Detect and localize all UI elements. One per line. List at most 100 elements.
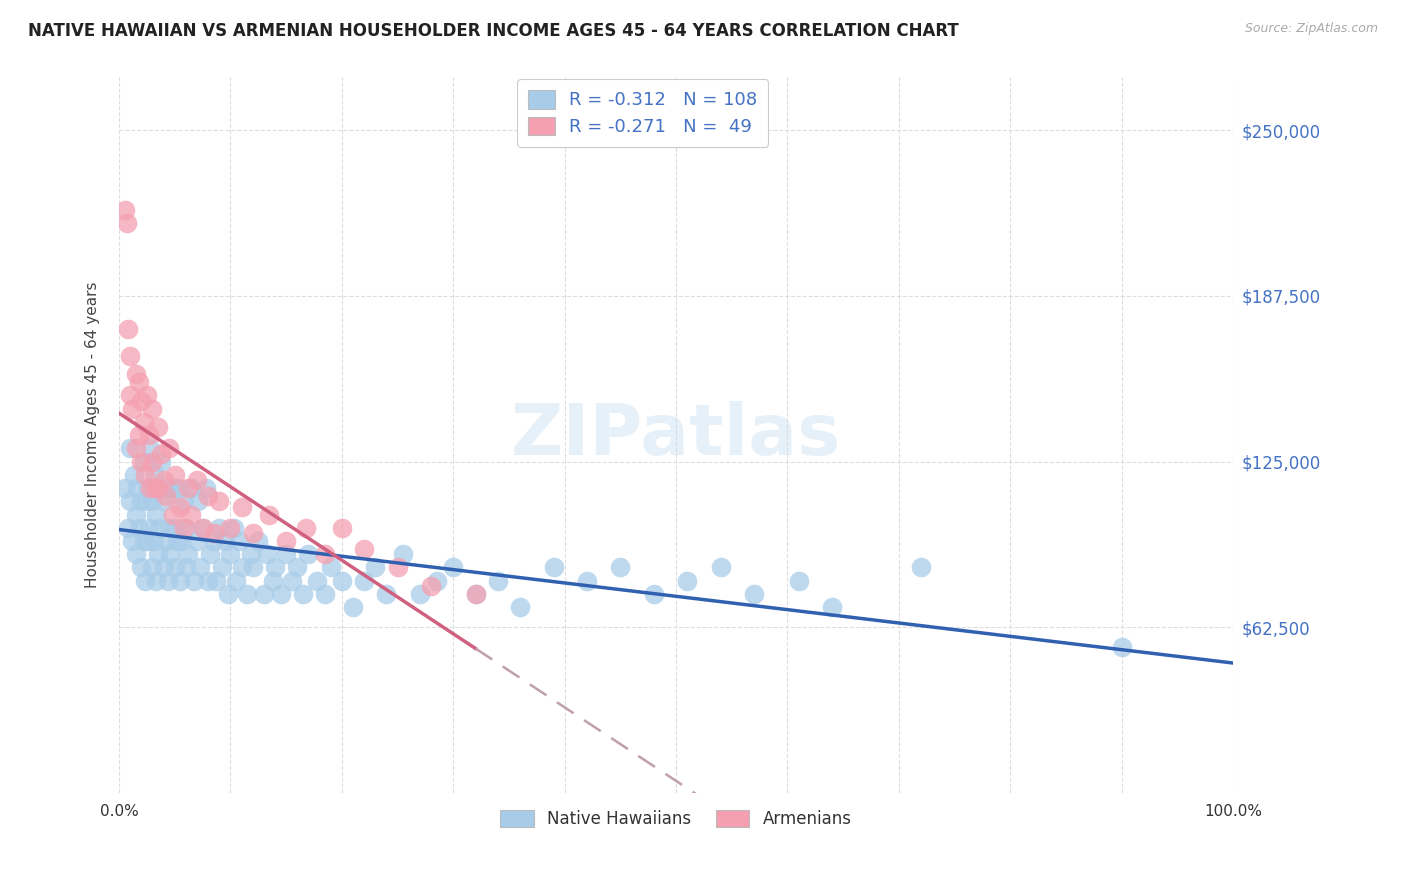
Point	[285, 560, 308, 574]
Point	[138, 428, 160, 442]
Point	[132, 534, 155, 549]
Point	[174, 560, 197, 574]
Point	[200, 547, 222, 561]
Point	[114, 202, 136, 217]
Text: NATIVE HAWAIIAN VS ARMENIAN HOUSEHOLDER INCOME AGES 45 - 64 YEARS CORRELATION CH: NATIVE HAWAIIAN VS ARMENIAN HOUSEHOLDER …	[28, 22, 959, 40]
Point	[120, 442, 142, 456]
Point	[330, 574, 353, 588]
Point	[276, 534, 298, 549]
Point	[170, 534, 193, 549]
Text: ZIPatlas: ZIPatlas	[510, 401, 841, 469]
Point	[141, 401, 163, 416]
Point	[169, 500, 191, 514]
Point	[239, 547, 262, 561]
Point	[177, 481, 200, 495]
Point	[143, 467, 166, 482]
Point	[314, 547, 336, 561]
Point	[214, 534, 236, 549]
Point	[191, 521, 214, 535]
Point	[183, 574, 205, 588]
Point	[307, 574, 329, 588]
Point	[163, 521, 186, 535]
Point	[141, 560, 163, 574]
Point	[197, 489, 219, 503]
Point	[710, 560, 733, 574]
Point	[280, 574, 302, 588]
Point	[135, 494, 157, 508]
Point	[205, 574, 228, 588]
Point	[173, 521, 195, 535]
Point	[148, 521, 170, 535]
Point	[425, 574, 447, 588]
Point	[295, 521, 318, 535]
Point	[157, 521, 180, 535]
Point	[208, 494, 231, 508]
Point	[145, 574, 167, 588]
Point	[236, 587, 259, 601]
Point	[464, 587, 486, 601]
Point	[575, 574, 598, 588]
Point	[152, 560, 174, 574]
Point	[131, 393, 153, 408]
Point	[142, 534, 165, 549]
Point	[120, 349, 142, 363]
Point	[409, 587, 432, 601]
Point	[132, 454, 155, 468]
Point	[146, 481, 169, 495]
Point	[134, 467, 156, 482]
Point	[141, 454, 163, 468]
Point	[156, 481, 179, 495]
Point	[125, 442, 148, 456]
Point	[117, 521, 139, 535]
Point	[180, 508, 202, 522]
Point	[163, 560, 186, 574]
Point	[125, 481, 148, 495]
Point	[159, 547, 181, 561]
Point	[120, 494, 142, 508]
Point	[162, 508, 184, 522]
Point	[134, 574, 156, 588]
Point	[157, 442, 180, 456]
Point	[202, 534, 225, 549]
Point	[177, 547, 200, 561]
Point	[135, 388, 157, 402]
Point	[231, 500, 253, 514]
Point	[169, 574, 191, 588]
Point	[114, 481, 136, 495]
Point	[211, 560, 233, 574]
Point	[152, 494, 174, 508]
Point	[609, 560, 631, 574]
Point	[132, 415, 155, 429]
Point	[787, 574, 810, 588]
Point	[375, 587, 398, 601]
Point	[543, 560, 565, 574]
Point	[253, 587, 276, 601]
Point	[167, 481, 190, 495]
Point	[128, 521, 150, 535]
Point	[173, 494, 195, 508]
Point	[486, 574, 509, 588]
Point	[256, 547, 278, 561]
Point	[136, 481, 159, 495]
Point	[121, 534, 143, 549]
Point	[364, 560, 387, 574]
Point	[163, 467, 186, 482]
Point	[262, 574, 284, 588]
Point	[186, 473, 208, 487]
Point	[392, 547, 415, 561]
Point	[342, 600, 364, 615]
Point	[152, 473, 174, 487]
Point	[146, 481, 169, 495]
Point	[131, 454, 153, 468]
Point	[190, 560, 212, 574]
Point	[157, 574, 180, 588]
Point	[187, 494, 209, 508]
Point	[217, 587, 239, 601]
Point	[228, 534, 250, 549]
Point	[139, 481, 162, 495]
Point	[162, 481, 184, 495]
Point	[128, 375, 150, 389]
Point	[319, 560, 342, 574]
Point	[121, 401, 143, 416]
Point	[186, 534, 208, 549]
